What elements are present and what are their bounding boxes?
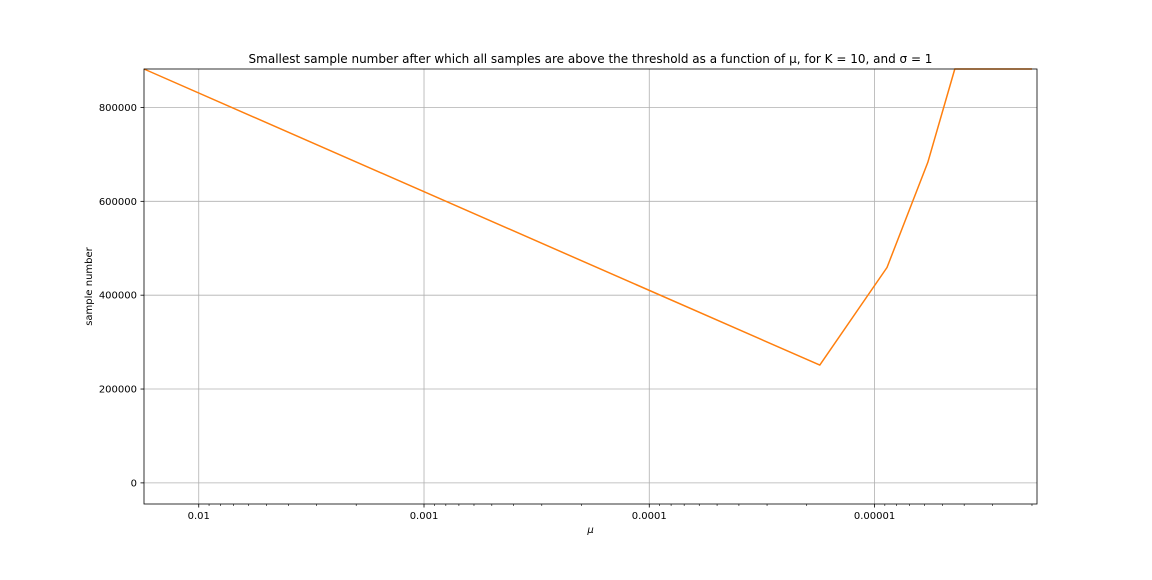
x-tick-label: 0.00001: [854, 511, 895, 522]
axis-ticks: 0.01 0.001 0.0001 0.00001 0 200000 400000 60000…: [99, 103, 1033, 522]
x-tick-label: 0.001: [410, 511, 439, 522]
chart-title: Smallest sample number after which all s…: [249, 52, 933, 66]
plot-frame: [143, 68, 1038, 505]
y-tick-label: 800000: [99, 103, 137, 114]
y-axis-label: sample number: [84, 246, 95, 325]
y-tick-label: 0: [131, 478, 137, 489]
y-tick-label: 400000: [99, 291, 137, 302]
grid-lines: [144, 69, 1037, 504]
y-tick-label: 200000: [99, 385, 137, 396]
y-tick-label: 600000: [99, 197, 137, 208]
x-axis-label: μ: [586, 525, 593, 536]
x-tick-label: 0.01: [188, 511, 210, 522]
x-tick-label: 0.0001: [632, 511, 667, 522]
